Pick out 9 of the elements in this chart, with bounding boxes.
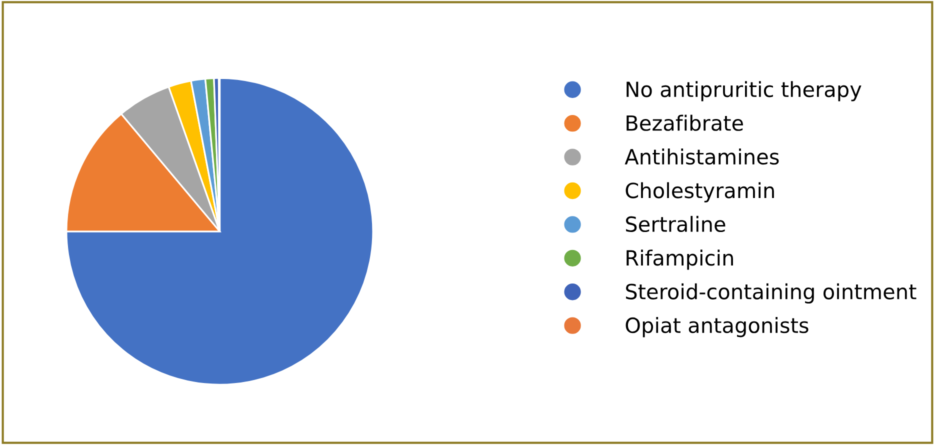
legend-label: Opiat antagonists: [626, 317, 808, 338]
legend-label: Rifampicin: [626, 250, 733, 270]
legend-label: Antihistamines: [624, 148, 779, 165]
legend-label: Cholestyramin: [626, 182, 774, 202]
legend-label: Bezafibrate: [626, 114, 743, 131]
pie-slice: [66, 77, 374, 386]
legend-label: Steroid-containing ointment: [626, 283, 916, 304]
legend-label: Sertraline: [626, 216, 726, 232]
legend-label: No antipruritic therapy: [626, 81, 862, 102]
